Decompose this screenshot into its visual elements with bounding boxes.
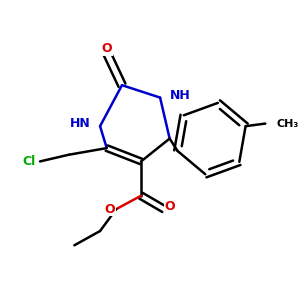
Text: O: O xyxy=(101,43,112,56)
Text: Cl: Cl xyxy=(22,155,35,168)
Text: O: O xyxy=(104,202,115,216)
Text: O: O xyxy=(164,200,175,213)
Text: NH: NH xyxy=(169,89,190,102)
Text: HN: HN xyxy=(70,117,91,130)
Text: CH₃: CH₃ xyxy=(277,118,299,129)
